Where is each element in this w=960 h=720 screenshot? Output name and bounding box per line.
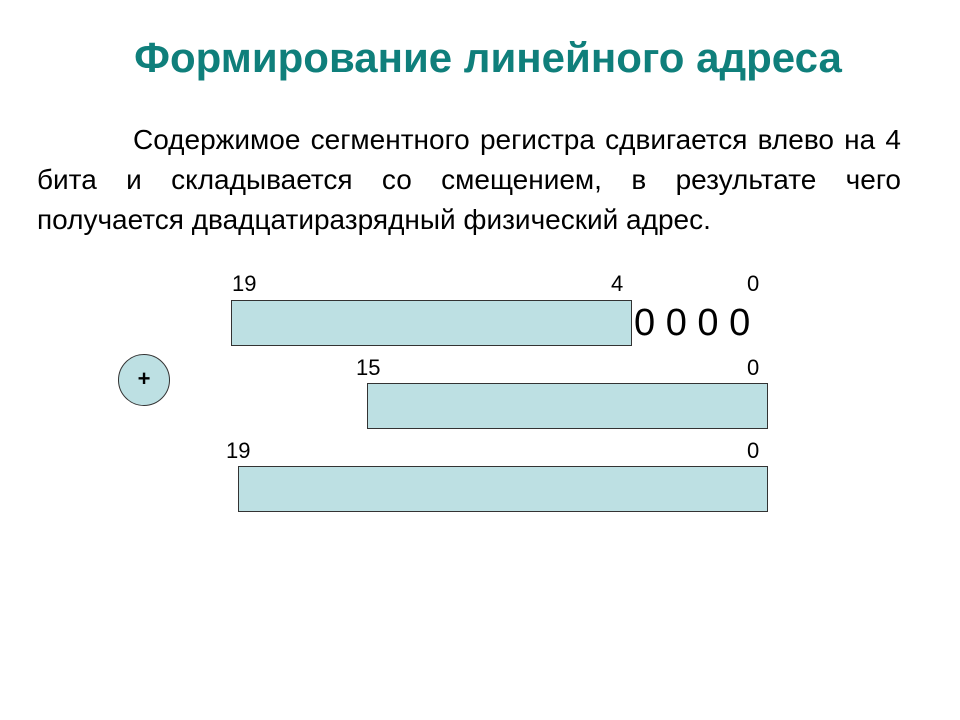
physical-bit-0-label: 0 bbox=[747, 438, 760, 463]
segment-register-box bbox=[231, 300, 632, 346]
offset-register-box bbox=[367, 383, 768, 429]
slide-title: Формирование линейного адреса bbox=[134, 34, 842, 81]
slide-body-text: Содержимое сегментного регистра сдвигает… bbox=[37, 124, 901, 235]
physical-bit-19-label: 19 bbox=[226, 438, 251, 463]
segment-bit-19-label: 19 bbox=[232, 271, 257, 296]
segment-bit-0-label: 0 bbox=[747, 271, 760, 296]
segment-bit-4-label: 4 bbox=[611, 271, 624, 296]
offset-bit-15-label: 15 bbox=[356, 355, 381, 380]
plus-operator: + bbox=[118, 354, 170, 406]
physical-address-box bbox=[238, 466, 768, 512]
shift-zeros: 0 0 0 0 bbox=[634, 302, 751, 344]
offset-bit-0-label: 0 bbox=[747, 355, 760, 380]
